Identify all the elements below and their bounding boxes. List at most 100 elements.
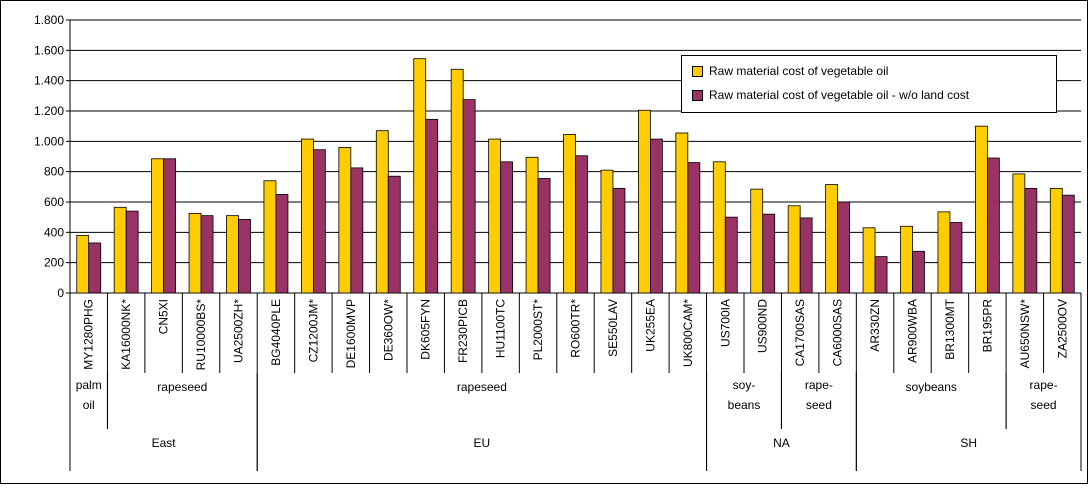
x-category-label: RU10000BS* bbox=[194, 299, 208, 371]
x-category-label: AR900WBA bbox=[906, 299, 920, 363]
y-tick-label: 0 bbox=[57, 286, 64, 300]
x-category-label: DE1600MVP bbox=[344, 299, 358, 368]
x-category-label: UK800CAM* bbox=[681, 299, 695, 367]
x-category-label: DE360OW* bbox=[381, 299, 395, 361]
bar-without-land-cost bbox=[986, 157, 1000, 294]
bar-without-land-cost bbox=[724, 216, 738, 294]
bar-without-land-cost bbox=[125, 210, 139, 294]
legend-item-series-2: Raw material cost of vegetable oil - w/o… bbox=[692, 88, 969, 102]
x-category-label: CN5XI bbox=[157, 299, 171, 334]
crop-group-label: rape- bbox=[1030, 378, 1058, 392]
bar-raw-material-cost bbox=[974, 125, 988, 294]
bar-without-land-cost bbox=[799, 217, 813, 294]
bar-without-land-cost bbox=[612, 187, 626, 294]
bar-raw-material-cost bbox=[413, 58, 427, 294]
bar-without-land-cost bbox=[350, 167, 364, 294]
legend-label-series-1: Raw material cost of vegetable oil bbox=[709, 64, 889, 78]
bar-raw-material-cost bbox=[787, 205, 801, 294]
region-label: East bbox=[152, 436, 177, 450]
bar-without-land-cost bbox=[1024, 187, 1038, 294]
bar-raw-material-cost bbox=[900, 225, 913, 294]
y-tick-label: 1.000 bbox=[34, 134, 64, 148]
bar-raw-material-cost bbox=[750, 188, 764, 294]
crop-group-label: rape- bbox=[805, 378, 833, 392]
legend-label-series-2: Raw material cost of vegetable oil - w/o… bbox=[709, 88, 970, 102]
bar-raw-material-cost bbox=[1012, 173, 1026, 294]
bar-without-land-cost bbox=[912, 250, 925, 294]
x-category-label: BR195PR bbox=[980, 299, 994, 353]
y-tick-label: 1.400 bbox=[34, 74, 64, 88]
x-category-label: US700IA bbox=[718, 299, 732, 347]
crop-group-label: beans bbox=[728, 398, 761, 412]
x-category-label: AR330ZN bbox=[868, 299, 882, 352]
x-category-label: CA1700SAS bbox=[793, 299, 807, 366]
bar-without-land-cost bbox=[500, 161, 514, 294]
bar-raw-material-cost bbox=[188, 212, 202, 294]
crop-group-label: rapeseed bbox=[457, 380, 507, 394]
x-category-label: DK605FYN bbox=[419, 299, 433, 360]
region-label: NA bbox=[773, 436, 790, 450]
bar-without-land-cost bbox=[200, 215, 214, 294]
x-category-label: UA2500ZH* bbox=[232, 299, 246, 363]
bar-without-land-cost bbox=[537, 178, 551, 294]
x-category-label: HU1100TC bbox=[494, 299, 508, 358]
bar-raw-material-cost bbox=[76, 234, 90, 294]
x-category-label: AU650NSW* bbox=[1018, 299, 1032, 369]
bar-without-land-cost bbox=[238, 219, 251, 294]
crop-group-label: seed bbox=[806, 398, 832, 412]
bar-without-land-cost bbox=[837, 201, 851, 294]
crop-group-label: soybeans bbox=[906, 380, 957, 394]
bar-raw-material-cost bbox=[300, 138, 314, 294]
x-category-label: BR1300MT bbox=[943, 298, 957, 359]
crop-group-label: oil bbox=[83, 398, 95, 412]
x-category-label: SE550LAV bbox=[606, 299, 620, 357]
region-label: SH bbox=[960, 436, 977, 450]
x-category-label: KA16000NK* bbox=[119, 299, 133, 370]
bar-raw-material-cost bbox=[450, 68, 464, 294]
bar-raw-material-cost bbox=[488, 138, 502, 294]
bar-raw-material-cost bbox=[1049, 187, 1063, 294]
x-category-label: PL2000ST* bbox=[531, 299, 545, 361]
bar-raw-material-cost bbox=[113, 206, 127, 294]
crop-group-label: soy- bbox=[733, 378, 756, 392]
y-tick-label: 400 bbox=[44, 225, 64, 239]
x-category-label: US900ND bbox=[756, 299, 770, 353]
legend: Raw material cost of vegetable oil Raw m… bbox=[681, 55, 1057, 113]
x-category-label: BG4040PLE bbox=[269, 299, 283, 366]
bar-without-land-cost bbox=[687, 162, 701, 294]
bar-without-land-cost bbox=[1061, 194, 1075, 294]
bar-raw-material-cost bbox=[338, 146, 352, 294]
crop-group-label: rapeseed bbox=[157, 380, 207, 394]
bar-raw-material-cost bbox=[825, 184, 839, 294]
bar-without-land-cost bbox=[163, 158, 177, 294]
crop-group-label: palm bbox=[76, 378, 102, 392]
bar-raw-material-cost bbox=[675, 132, 689, 294]
y-tick-label: 1.200 bbox=[34, 104, 64, 118]
legend-item-series-1: Raw material cost of vegetable oil bbox=[692, 64, 888, 78]
region-label: EU bbox=[474, 436, 491, 450]
bar-without-land-cost bbox=[275, 194, 289, 294]
x-category-label: ZA2500OV bbox=[1055, 299, 1069, 358]
bar-raw-material-cost bbox=[637, 109, 651, 294]
bar-raw-material-cost bbox=[937, 211, 951, 294]
bar-without-land-cost bbox=[575, 155, 588, 294]
bar-without-land-cost bbox=[649, 138, 663, 294]
bar-without-land-cost bbox=[312, 149, 326, 294]
bar-raw-material-cost bbox=[263, 180, 277, 294]
y-tick-label: 1.600 bbox=[34, 43, 64, 57]
bar-raw-material-cost bbox=[525, 156, 539, 294]
x-category-label: CZ1200JM* bbox=[306, 299, 320, 363]
bar-raw-material-cost bbox=[151, 158, 165, 294]
x-category-label: CA6000SAS bbox=[831, 299, 845, 366]
bar-without-land-cost bbox=[462, 99, 476, 294]
x-category-label: FR230PICB bbox=[456, 299, 470, 363]
bar-without-land-cost bbox=[425, 118, 439, 294]
bar-without-land-cost bbox=[88, 242, 102, 294]
legend-swatch-series-2 bbox=[692, 89, 703, 101]
y-tick-label: 1.800 bbox=[34, 13, 64, 27]
bar-raw-material-cost bbox=[226, 215, 239, 294]
bar-raw-material-cost bbox=[375, 130, 389, 294]
bar-without-land-cost bbox=[387, 175, 401, 294]
y-tick-label: 800 bbox=[44, 165, 64, 179]
